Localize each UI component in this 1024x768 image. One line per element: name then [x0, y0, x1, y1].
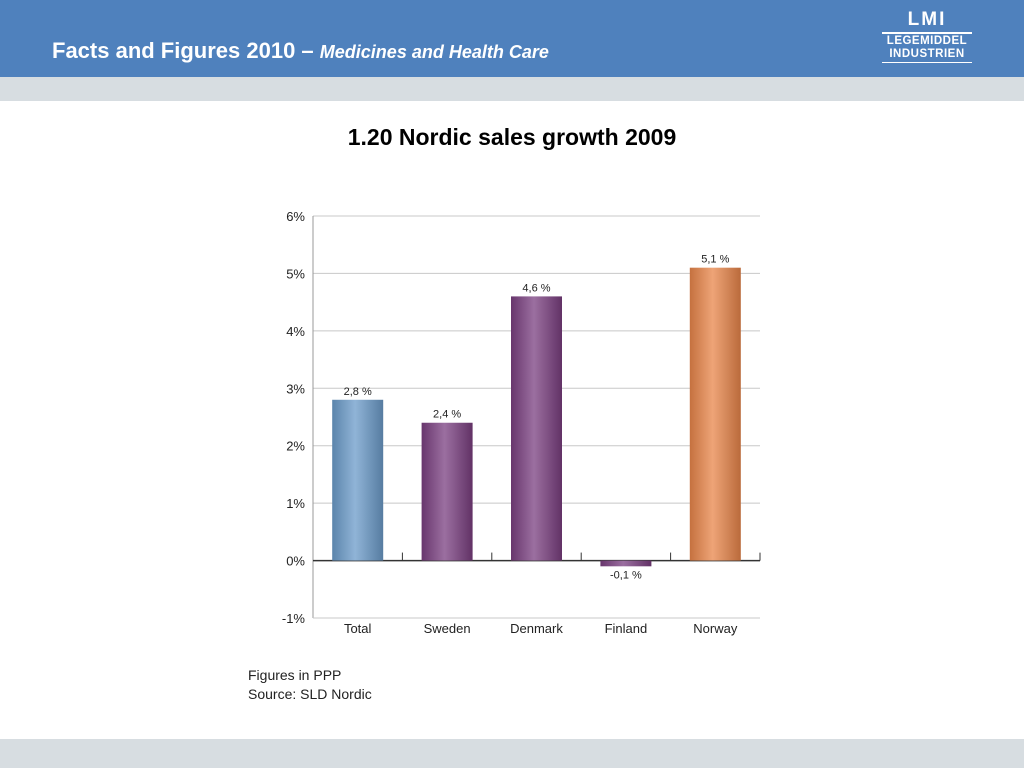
footnote-source: Source: SLD Nordic: [248, 686, 372, 702]
logo-line-2: INDUSTRIEN: [889, 47, 965, 60]
bar-norway: [689, 267, 741, 561]
chart-labels: -1% 0% 1% 2% 3% 4% 5% 6% 2,8 % Total 2,4 % Sweden 4,…: [282, 209, 738, 636]
logo-divider: [882, 32, 972, 34]
chart-footnote: Figures in PPP Source: SLD Nordic: [248, 666, 372, 704]
page-title-main: Facts and Figures 2010 –: [52, 38, 314, 63]
x-tick-label: Total: [344, 621, 372, 636]
header-bar: Facts and Figures 2010 – Medicines and H…: [0, 0, 1024, 77]
y-tick-label: 2%: [286, 439, 305, 454]
y-tick-label: 0%: [286, 554, 305, 569]
y-tick-label: 5%: [286, 266, 305, 281]
logo-divider-bottom: [882, 61, 972, 63]
page-title-subtitle: Medicines and Health Care: [319, 42, 549, 62]
lmi-logo: LMI LEGEMIDDEL INDUSTRIEN: [880, 10, 974, 66]
bar-total: [332, 399, 384, 561]
chart-bars: [332, 267, 741, 567]
y-tick-label: -1%: [282, 611, 306, 626]
x-tick-label: Norway: [693, 621, 738, 636]
x-tick-label: Denmark: [510, 621, 563, 636]
footnote-units: Figures in PPP: [248, 667, 342, 683]
page-title: Facts and Figures 2010 – Medicines and H…: [52, 38, 549, 64]
slide-title: 1.20 Nordic sales growth 2009: [347, 124, 677, 150]
footer-band: [0, 739, 1024, 768]
y-tick-label: 4%: [286, 324, 305, 339]
data-label: -0,1 %: [610, 569, 642, 581]
header-band: [0, 77, 1024, 101]
data-label: 2,8 %: [344, 386, 372, 398]
y-tick-label: 1%: [286, 496, 305, 511]
data-label: 5,1 %: [701, 254, 729, 266]
bar-finland: [600, 560, 652, 567]
logo-line-1: LEGEMIDDEL: [886, 34, 968, 47]
x-tick-label: Finland: [605, 621, 648, 636]
x-tick-label: Sweden: [424, 621, 471, 636]
y-tick-label: 6%: [286, 209, 305, 224]
bar-denmark: [511, 296, 562, 561]
y-tick-label: 3%: [286, 381, 305, 396]
bar-sweden: [421, 422, 473, 561]
logo-mark: LMI: [907, 9, 947, 30]
data-label: 4,6 %: [522, 282, 550, 294]
data-label: 2,4 %: [433, 409, 461, 421]
